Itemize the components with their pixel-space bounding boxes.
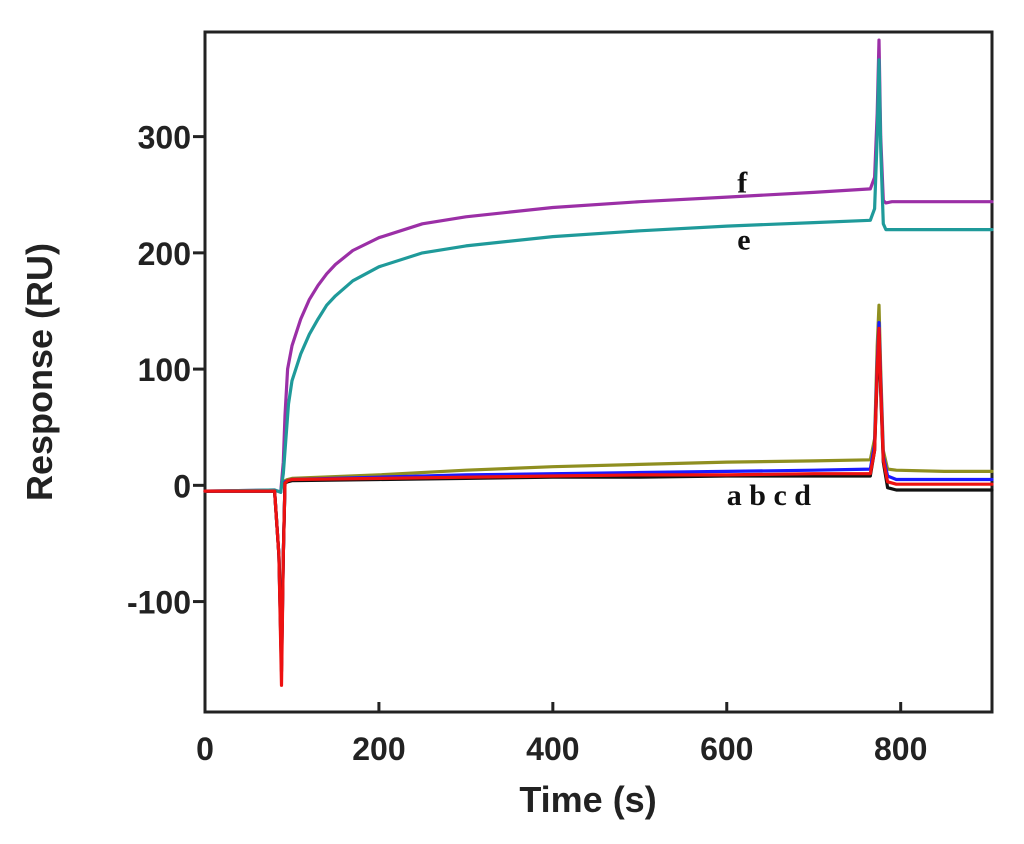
series-line-c <box>203 321 994 668</box>
x-axis-label: Time (s) <box>519 779 656 820</box>
x-tick-label: 200 <box>352 731 405 767</box>
series-line-b <box>203 332 994 673</box>
curve-label: a b c d <box>727 479 812 512</box>
series-line-e <box>203 58 994 494</box>
y-axis-label: Response (RU) <box>19 243 60 501</box>
series-layer <box>203 38 994 687</box>
y-axis: -100 0 100 200 300 <box>127 120 205 621</box>
y-tick-label: -100 <box>127 585 191 621</box>
x-tick-label: 0 <box>196 731 214 767</box>
curve-label: f <box>737 166 748 199</box>
x-tick-label: 400 <box>526 731 579 767</box>
x-tick-label: 600 <box>700 731 753 767</box>
plot-frame <box>203 30 994 714</box>
curve-labels: fe a b c d <box>727 166 812 512</box>
curve-label: e <box>737 223 750 256</box>
y-tick-label: 200 <box>138 236 191 272</box>
y-tick-label: 0 <box>173 468 191 504</box>
series-line-a <box>203 326 994 687</box>
x-axis: 0 200 400 600 800 <box>196 702 927 767</box>
x-tick-label: 800 <box>874 731 927 767</box>
y-tick-label: 300 <box>138 120 191 156</box>
y-tick-label: 100 <box>138 352 191 388</box>
